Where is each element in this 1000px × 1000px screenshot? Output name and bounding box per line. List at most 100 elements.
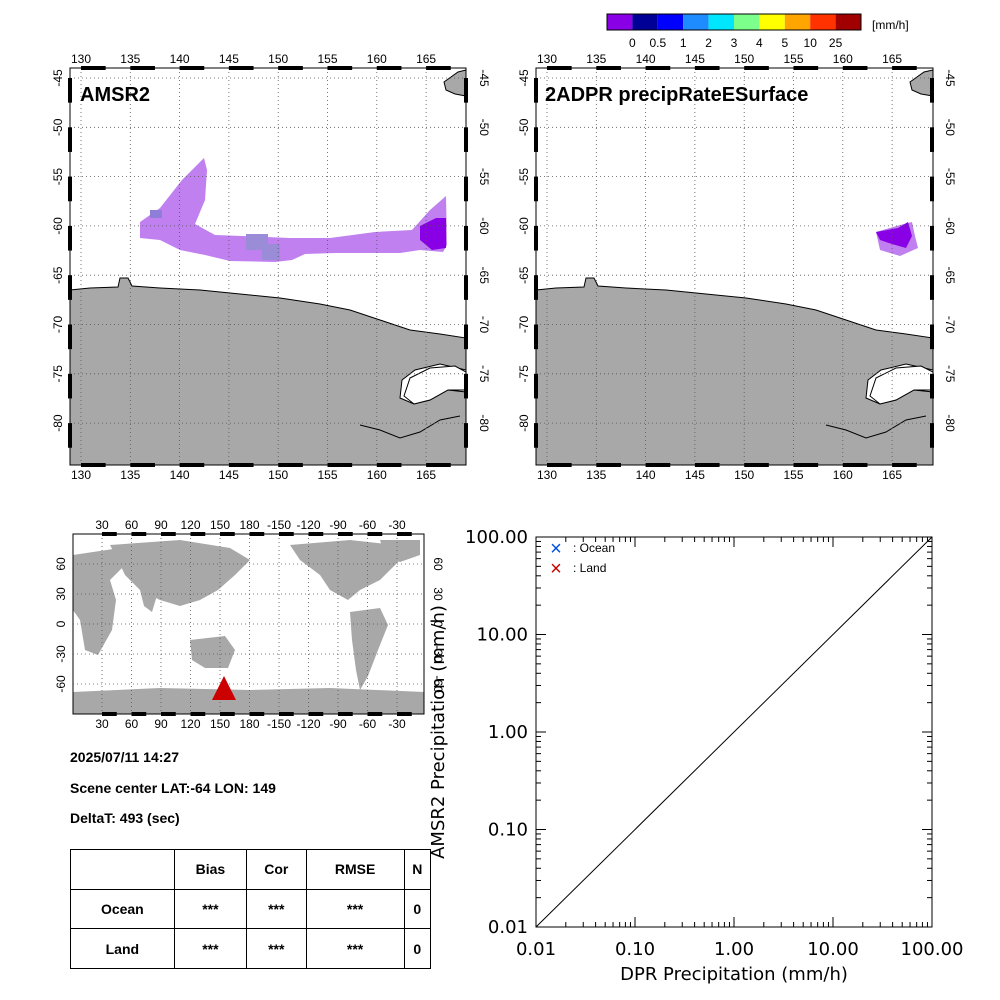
scatter-ticks: 0.010.01 0.10 0.10 1.00 1.00 10.00 10.00 100.00…: [465, 527, 963, 960]
lon-label-bottom: 160: [833, 468, 853, 482]
lon-label-bottom: 130: [537, 468, 557, 482]
lon-label-top: 135: [586, 52, 606, 66]
row-label: Ocean: [70, 888, 175, 930]
y-tick-label: 100.00: [465, 527, 528, 548]
dpr-map: 130 130 135 135 140 140 145 145 150 150 155 155 160 1…: [517, 52, 957, 482]
lon-label-top: 140: [636, 52, 656, 66]
map-frame: [535, 67, 934, 466]
table-row: Land *** *** *** 0: [70, 928, 432, 969]
scatter-legend: ×: Ocean ×: Land: [550, 538, 615, 580]
n-cell: 0: [403, 928, 432, 969]
colorbar-swatch: [657, 14, 684, 30]
lat-label-left: -65: [51, 266, 65, 284]
lon-label-top: 165: [416, 52, 436, 66]
colorbar: 0 0.5 1 2 3 4 5 10 25 [mm/h]: [606, 13, 909, 50]
lon-label-bottom: 135: [586, 468, 606, 482]
one-to-one-line: [535, 536, 933, 928]
colorbar-label: 0.5: [649, 36, 666, 50]
lat-label-right: -50: [477, 119, 491, 137]
lon-label-top: 130: [537, 52, 557, 66]
lat-label-left: 30: [54, 587, 68, 601]
lat-label-right: -75: [477, 365, 491, 383]
stats-table: Bias Cor RMSE N Ocean *** *** *** 0 Land…: [70, 849, 432, 969]
legend-label: : Land: [573, 561, 606, 575]
lon-label-bottom: 30: [95, 717, 109, 731]
amsr2-map: 130 130 135 135 140 140 145 145 150 150 155 155 160 1…: [51, 52, 491, 482]
colorbar-unit: [mm/h]: [872, 18, 909, 32]
header-cell: Cor: [246, 849, 307, 890]
lat-label-right: -45: [477, 69, 491, 87]
lon-label-top: -150: [267, 518, 291, 532]
scatter-plot: 0.010.01 0.10 0.10 1.00 1.00 10.00 10.00 100.00…: [428, 527, 963, 985]
lon-label-bottom: 140: [636, 468, 656, 482]
lat-label-right: -50: [943, 119, 957, 137]
lon-label-top: 120: [180, 518, 200, 532]
africa-europe: [73, 548, 130, 655]
world-ticks: 30 30 60 60 90 90 120 120 150 150 180 180 -150 -150 -1…: [54, 518, 445, 731]
y-tick-label: 0.10: [488, 820, 528, 841]
colorbar-label: 2: [705, 36, 712, 50]
india: [140, 590, 158, 612]
world-locator-map: 30 30 60 60 90 90 120 120 150 150 180 180 -150 -150 -1…: [54, 518, 445, 731]
x-tick-label: 100.00: [901, 939, 964, 960]
lon-label-bottom: -90: [329, 717, 347, 731]
map-ticks: 130 130 135 135 140 140 145 145 150 150 155 155 160 1…: [517, 52, 957, 482]
lat-label-right: 30: [431, 587, 445, 601]
precip-cell: [150, 210, 162, 218]
colorbar-swatch: [683, 14, 709, 30]
lon-label-top: 155: [783, 52, 803, 66]
header-cell: Bias: [173, 849, 248, 890]
lon-label-top: 165: [882, 52, 902, 66]
lat-label-right: -55: [943, 168, 957, 186]
lat-label-left: -45: [517, 69, 531, 87]
lon-label-bottom: 155: [783, 468, 803, 482]
map-title-dpr: 2ADPR precipRateESurface: [545, 84, 808, 106]
lat-label-right: -65: [943, 267, 957, 285]
datetime: 2025/07/11 14:27: [70, 749, 179, 765]
ice-shelf: [869, 365, 934, 405]
lat-label-right: 0: [431, 621, 445, 628]
lon-label-top: -60: [359, 518, 377, 532]
ice-shelf: [403, 365, 467, 405]
lon-label-bottom: 130: [71, 468, 91, 482]
y-tick-label: 0.01: [488, 917, 528, 938]
lon-label-bottom: 160: [367, 468, 387, 482]
lat-label-left: -80: [517, 414, 531, 432]
colorbar-swatch: [835, 14, 861, 30]
lon-label-top: 140: [170, 52, 190, 66]
scene-center: Scene center LAT:-64 LON: 149: [70, 780, 276, 796]
greenland: [380, 540, 420, 562]
lon-label-top: 60: [125, 518, 139, 532]
lat-label-left: -75: [51, 365, 65, 383]
lat-label-left: -60: [54, 675, 68, 693]
coastline-detail: [825, 415, 927, 439]
dpr-precip-heavy: [876, 222, 912, 248]
colorbar-swatch: [708, 14, 734, 30]
x-tick-label: 1.00: [714, 939, 754, 960]
north-america: [290, 540, 400, 600]
lat-label-left: -70: [51, 316, 65, 334]
lon-label-top: 180: [239, 518, 259, 532]
lat-label-left: -60: [51, 217, 65, 235]
lon-label-top: 135: [120, 52, 140, 66]
lon-label-top: -120: [296, 518, 320, 532]
legend-marker: ×: [550, 538, 562, 560]
cor-cell: ***: [246, 928, 307, 969]
colorbar-swatch: [607, 14, 633, 30]
lon-label-bottom: 120: [180, 717, 200, 731]
y-axis-label: AMSR2 Precipitation (mm/h): [428, 605, 449, 859]
continents: [73, 540, 424, 714]
lon-label-top: 150: [210, 518, 230, 532]
colorbar-label: 0: [629, 36, 636, 50]
lon-label-bottom: 165: [882, 468, 902, 482]
world-gridlines: [73, 534, 424, 714]
row-label: Land: [70, 928, 175, 969]
x-tick-label: 10.00: [807, 939, 859, 960]
colorbar-swatch: [734, 14, 760, 30]
lon-label-bottom: 180: [239, 717, 259, 731]
n-cell: 0: [403, 888, 432, 930]
delta-t: DeltaT: 493 (sec): [70, 810, 180, 826]
lon-label-top: 155: [317, 52, 337, 66]
lat-label-left: -30: [54, 645, 68, 663]
